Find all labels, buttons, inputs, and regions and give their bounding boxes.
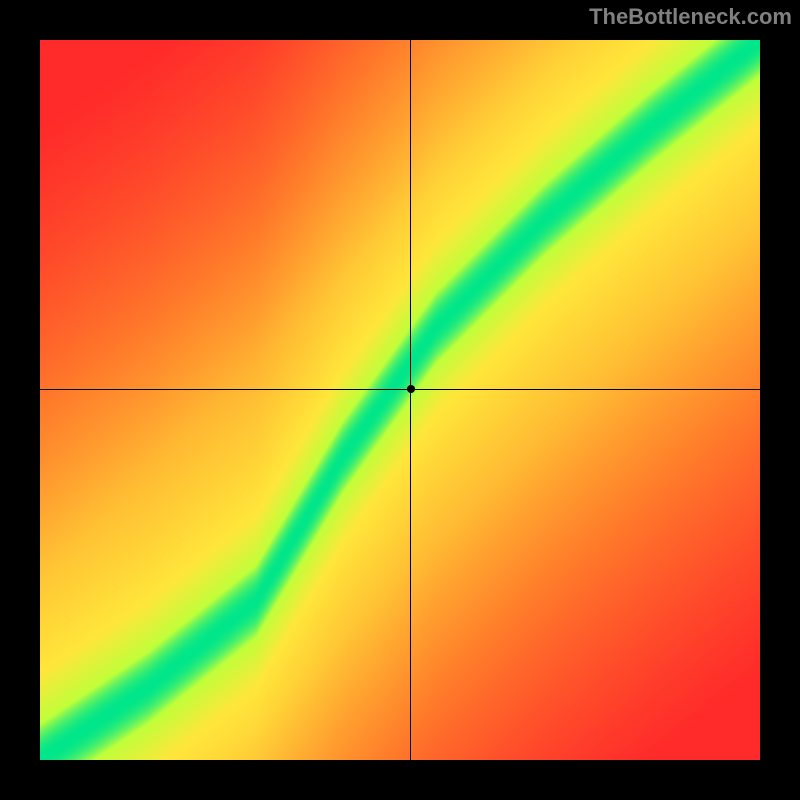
plot-area [40,40,760,760]
chart-container: TheBottleneck.com [0,0,800,800]
heatmap-canvas [40,40,760,760]
watermark-text: TheBottleneck.com [589,4,792,30]
crosshair-horizontal-line [40,389,760,390]
crosshair-vertical-line [410,40,411,760]
crosshair-marker [407,385,415,393]
